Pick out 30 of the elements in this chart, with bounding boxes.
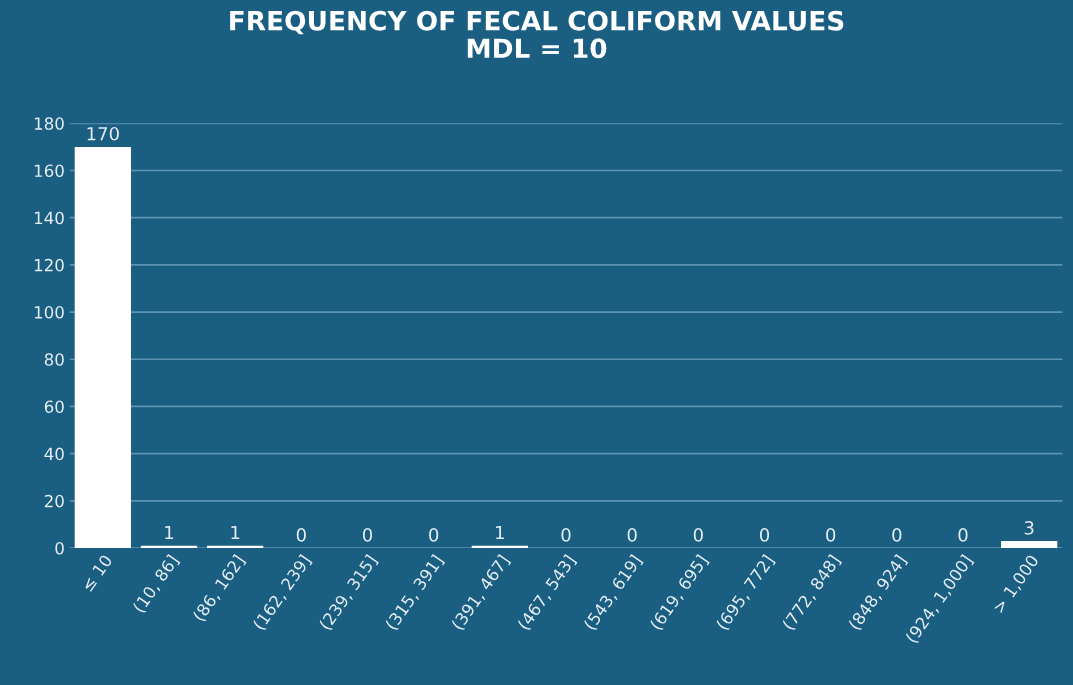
data-label: 170 [87, 126, 119, 141]
x-tick-label: ≤ 10 [80, 553, 113, 592]
y-tick-label: 140 [34, 211, 64, 225]
data-label: 0 [759, 528, 770, 542]
data-label: 0 [826, 528, 836, 542]
data-label: 0 [958, 528, 968, 542]
chart-title: FREQUENCY OF FECAL COLIFORM VALUES MDL = 10 [230, 10, 844, 59]
data-label: 0 [296, 528, 306, 542]
data-label: 1 [496, 525, 504, 540]
data-label: 1 [165, 525, 174, 540]
y-tick-label: 20 [44, 494, 64, 508]
y-tick-label: 160 [34, 164, 64, 178]
data-label: 0 [627, 528, 637, 542]
y-tick-label: 100 [34, 306, 64, 319]
data-label: 0 [362, 528, 373, 542]
bar [1001, 540, 1058, 548]
data-label: 0 [561, 528, 571, 542]
data-label: 3 [1024, 520, 1034, 535]
data-label: 0 [693, 528, 703, 542]
y-tick-label: 40 [44, 447, 64, 461]
data-label: 0 [892, 528, 902, 542]
data-label: 0 [429, 528, 439, 542]
x-tick-label: (10, 86] [131, 554, 181, 615]
y-tick-label: 180 [34, 117, 64, 130]
y-tick-label: 120 [34, 258, 64, 272]
y-tick-label: 0 [55, 541, 64, 555]
y-tick-label: 60 [44, 400, 64, 413]
y-tick-label: 80 [44, 353, 64, 366]
data-label: 1 [231, 525, 240, 540]
bar [74, 146, 131, 548]
